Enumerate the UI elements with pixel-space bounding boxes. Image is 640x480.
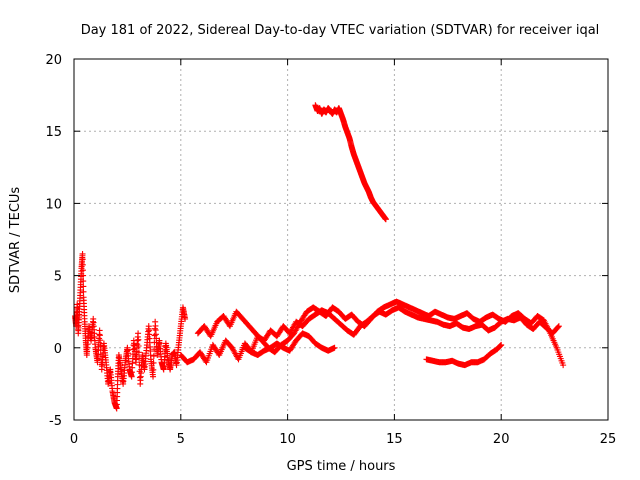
- data-point-interp: [150, 359, 157, 366]
- data-point: [331, 344, 338, 351]
- data-point-interp: [135, 336, 142, 343]
- data-point-interp: [80, 278, 87, 285]
- data-point-interp: [79, 256, 86, 263]
- series-high-arc: [312, 102, 389, 223]
- y-tick-label: 15: [45, 125, 62, 140]
- data-point-interp: [150, 353, 157, 360]
- data-point: [182, 315, 189, 322]
- series-mid-dip-loop: [241, 330, 338, 359]
- series-late-lower-arc: [423, 341, 505, 369]
- grid: [74, 59, 608, 420]
- chart-title: Day 181 of 2022, Sidereal Day-to-day VTE…: [81, 23, 600, 38]
- axis-ticks: 0 5 10 15 20 25 -5 0 5 10 15 20: [45, 53, 616, 447]
- y-tick-label: 20: [45, 53, 62, 68]
- y-tick-label: 5: [54, 270, 62, 285]
- y-tick-label: -5: [49, 414, 62, 429]
- series-early-scatter: [72, 250, 189, 412]
- plot-frame: [73, 58, 609, 421]
- data-point: [382, 216, 389, 223]
- plot-data: [72, 102, 567, 412]
- y-tick-label: 10: [45, 197, 62, 212]
- x-axis-label: GPS time / hours: [287, 459, 396, 474]
- series-main-band-upper: [194, 298, 567, 369]
- data-point-interp: [79, 261, 86, 268]
- data-point: [135, 330, 142, 337]
- data-point-interp: [80, 288, 87, 295]
- y-tick-label: 0: [54, 342, 62, 357]
- data-point-interp: [150, 366, 157, 373]
- x-tick-label: 0: [70, 432, 78, 447]
- y-axis-label: SDTVAR / TECUs: [8, 187, 23, 294]
- x-tick-label: 25: [600, 432, 617, 447]
- x-tick-label: 15: [386, 432, 403, 447]
- x-tick-label: 10: [279, 432, 296, 447]
- x-tick-label: 20: [493, 432, 510, 447]
- data-point: [498, 341, 505, 348]
- data-point-interp: [80, 272, 87, 279]
- data-point-interp: [555, 324, 562, 331]
- data-point-interp: [80, 283, 87, 290]
- data-point: [79, 250, 86, 257]
- data-point: [555, 323, 562, 330]
- series-main-band-lower: [177, 304, 562, 366]
- data-point-interp: [79, 267, 86, 274]
- data-point-interp: [135, 349, 142, 356]
- data-point-interp: [135, 342, 142, 349]
- data-point: [150, 373, 157, 380]
- x-tick-label: 5: [177, 432, 185, 447]
- data-point: [560, 362, 567, 369]
